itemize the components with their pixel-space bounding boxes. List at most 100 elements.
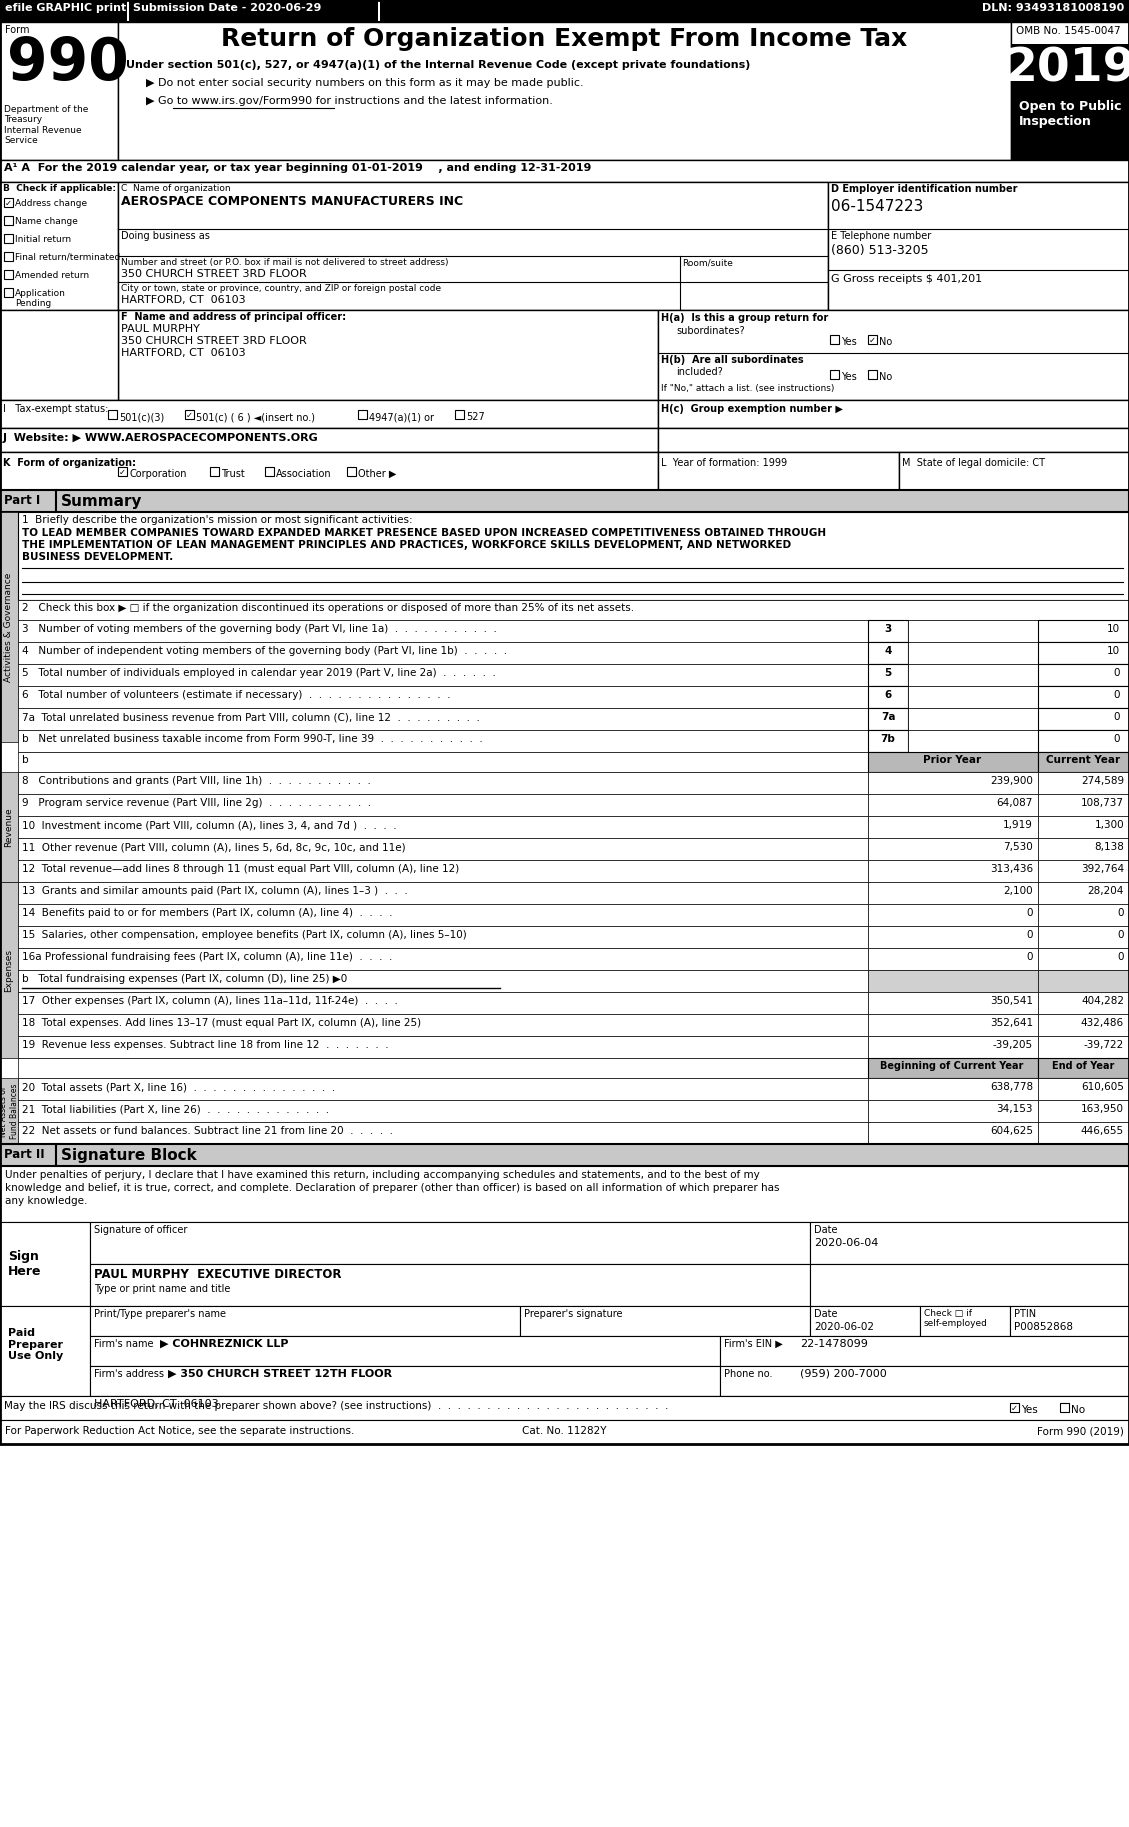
- Text: H(b)  Are all subordinates: H(b) Are all subordinates: [660, 354, 804, 365]
- Text: K  Form of organization:: K Form of organization:: [3, 459, 135, 468]
- Text: 0: 0: [1113, 669, 1120, 678]
- Text: 392,764: 392,764: [1080, 864, 1124, 873]
- Text: Expenses: Expenses: [5, 948, 14, 992]
- Bar: [0, 490, 1129, 512]
- Text: 108,737: 108,737: [1080, 798, 1124, 808]
- Bar: [1038, 685, 1129, 709]
- Text: Print/Type preparer's name: Print/Type preparer's name: [94, 1308, 226, 1319]
- Bar: [0, 400, 658, 428]
- Bar: [658, 311, 1129, 400]
- Text: D Employer identification number: D Employer identification number: [831, 185, 1017, 194]
- Bar: [809, 1306, 920, 1336]
- Bar: [1010, 1306, 1129, 1336]
- Bar: [809, 1264, 1129, 1306]
- Text: 6   Total number of volunteers (estimate if necessary)  .  .  .  .  .  .  .  .  : 6 Total number of volunteers (estimate i…: [21, 691, 450, 700]
- Text: 5   Total number of individuals employed in calendar year 2019 (Part V, line 2a): 5 Total number of individuals employed i…: [21, 669, 496, 678]
- Text: Firm's name: Firm's name: [94, 1339, 154, 1348]
- Bar: [0, 773, 18, 882]
- Text: 3: 3: [884, 625, 892, 634]
- Bar: [378, 0, 380, 22]
- Text: 1,919: 1,919: [1004, 820, 1033, 829]
- Text: ▶ COHNREZNICK LLP: ▶ COHNREZNICK LLP: [160, 1339, 289, 1348]
- Text: City or town, state or province, country, and ZIP or foreign postal code: City or town, state or province, country…: [121, 283, 441, 292]
- Bar: [18, 1122, 868, 1144]
- Text: ✓: ✓: [186, 411, 193, 420]
- Text: 501(c) ( 6 ) ◄(insert no.): 501(c) ( 6 ) ◄(insert no.): [196, 413, 315, 422]
- Bar: [868, 970, 1038, 992]
- Text: Other ▶: Other ▶: [358, 470, 396, 479]
- Bar: [0, 1306, 90, 1396]
- Bar: [868, 641, 908, 663]
- Text: PAUL MURPHY: PAUL MURPHY: [121, 323, 200, 334]
- Text: 163,950: 163,950: [1080, 1104, 1124, 1114]
- Text: Name change: Name change: [15, 217, 78, 227]
- Bar: [1038, 904, 1129, 926]
- Text: 13  Grants and similar amounts paid (Part IX, column (A), lines 1–3 )  .  .  .: 13 Grants and similar amounts paid (Part…: [21, 886, 408, 895]
- Bar: [1038, 882, 1129, 904]
- Bar: [868, 839, 1038, 861]
- Text: ▶ 350 CHURCH STREET 12TH FLOOR: ▶ 350 CHURCH STREET 12TH FLOOR: [168, 1368, 392, 1379]
- Text: Sign
Here: Sign Here: [8, 1250, 42, 1279]
- Text: Open to Public
Inspection: Open to Public Inspection: [1018, 100, 1121, 128]
- Bar: [1038, 1100, 1129, 1122]
- Text: 2019: 2019: [1005, 46, 1129, 91]
- Text: 0: 0: [1026, 930, 1033, 941]
- Text: No: No: [879, 336, 892, 347]
- Bar: [0, 428, 658, 451]
- Text: For Paperwork Reduction Act Notice, see the separate instructions.: For Paperwork Reduction Act Notice, see …: [5, 1427, 355, 1436]
- Bar: [830, 334, 839, 343]
- Text: AEROSPACE COMPONENTS MANUFACTURERS INC: AEROSPACE COMPONENTS MANUFACTURERS INC: [121, 195, 463, 208]
- Text: 4   Number of independent voting members of the governing body (Part VI, line 1b: 4 Number of independent voting members o…: [21, 647, 507, 656]
- Bar: [5, 234, 14, 243]
- Bar: [868, 619, 908, 641]
- Text: 0: 0: [1118, 908, 1124, 917]
- Bar: [1038, 1078, 1129, 1100]
- Bar: [18, 839, 868, 861]
- Text: ✓: ✓: [119, 468, 126, 477]
- Text: 527: 527: [466, 413, 484, 422]
- Bar: [868, 334, 877, 343]
- Text: 20  Total assets (Part X, line 16)  .  .  .  .  .  .  .  .  .  .  .  .  .  .  .: 20 Total assets (Part X, line 16) . . . …: [21, 1082, 335, 1093]
- Bar: [358, 409, 367, 418]
- Text: 0: 0: [1118, 952, 1124, 963]
- Bar: [868, 773, 1038, 795]
- Bar: [1038, 861, 1129, 882]
- Text: HARTFORD, CT  06103: HARTFORD, CT 06103: [121, 294, 246, 305]
- Bar: [90, 1306, 520, 1336]
- Text: P00852868: P00852868: [1014, 1323, 1073, 1332]
- Text: Paid
Preparer
Use Only: Paid Preparer Use Only: [8, 1328, 63, 1361]
- Text: 5: 5: [884, 669, 892, 678]
- Text: Firm's EIN ▶: Firm's EIN ▶: [724, 1339, 782, 1348]
- Bar: [5, 216, 14, 225]
- Text: -39,722: -39,722: [1084, 1040, 1124, 1051]
- Bar: [1038, 619, 1129, 641]
- Text: 64,087: 64,087: [997, 798, 1033, 808]
- Text: 15  Salaries, other compensation, employee benefits (Part IX, column (A), lines : 15 Salaries, other compensation, employe…: [21, 930, 466, 941]
- Bar: [1060, 1403, 1069, 1412]
- Bar: [0, 183, 119, 311]
- Bar: [455, 409, 464, 418]
- Text: Current Year: Current Year: [1045, 755, 1120, 766]
- Bar: [119, 183, 828, 311]
- Bar: [908, 685, 1038, 709]
- Text: Date: Date: [814, 1224, 838, 1235]
- Text: 350 CHURCH STREET 3RD FLOOR: 350 CHURCH STREET 3RD FLOOR: [121, 336, 307, 345]
- Text: 0: 0: [1026, 952, 1033, 963]
- Bar: [119, 311, 658, 400]
- Text: ✓: ✓: [1010, 1403, 1018, 1412]
- Text: Application
Pending: Application Pending: [15, 289, 65, 309]
- Bar: [18, 731, 868, 753]
- Text: Net Assets or
Fund Balances: Net Assets or Fund Balances: [0, 1083, 19, 1138]
- Text: Department of the
Treasury
Internal Revenue
Service: Department of the Treasury Internal Reve…: [5, 104, 88, 144]
- Bar: [1038, 709, 1129, 731]
- Bar: [0, 0, 1129, 22]
- Text: 239,900: 239,900: [990, 776, 1033, 786]
- Bar: [868, 795, 1038, 817]
- Bar: [720, 1336, 1129, 1367]
- Text: Revenue: Revenue: [5, 808, 14, 846]
- Bar: [828, 183, 1129, 311]
- Text: subordinates?: subordinates?: [676, 325, 745, 336]
- Text: L  Year of formation: 1999: L Year of formation: 1999: [660, 459, 787, 468]
- Bar: [347, 468, 356, 477]
- Bar: [210, 468, 219, 477]
